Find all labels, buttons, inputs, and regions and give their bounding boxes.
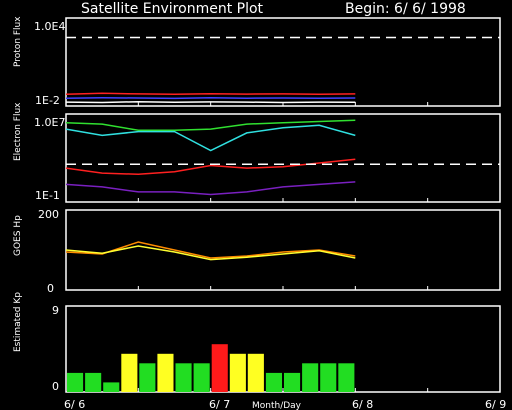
- kp-bar-1: [67, 372, 84, 392]
- x-tick-6-9: 6/ 9: [485, 398, 506, 410]
- goes-hp-frame: [65, 209, 501, 291]
- kp-ymax-label: 9: [52, 304, 59, 317]
- electron-series-3-line: [65, 158, 356, 176]
- x-tick-6-6: 6/ 6: [64, 398, 85, 410]
- goes-hp-ylabel: GOES Hp: [13, 215, 23, 256]
- proton-ymax-label: 1.0E4: [34, 20, 65, 33]
- kp-ylabel: Estimated Kp: [13, 292, 23, 352]
- kp-bar-16: [338, 363, 355, 392]
- goes-hp-ymin-label: 0: [47, 282, 54, 295]
- proton-ylabel: Proton Flux: [13, 16, 23, 67]
- kp-bar-13: [284, 372, 301, 392]
- kp-bar-8: [193, 363, 210, 392]
- electron-series-1-line: [65, 119, 356, 132]
- kp-bar-3: [103, 382, 120, 392]
- kp-bar-15: [320, 363, 337, 392]
- begin-date: Begin: 6/ 6/ 1998: [345, 1, 466, 17]
- kp-bar-4: [121, 353, 138, 392]
- page-title: Satellite Environment Plot: [81, 1, 264, 17]
- kp-bar-7: [175, 363, 192, 392]
- goes-hp-ymax-label: 200: [38, 208, 59, 221]
- x-tick-6-7: 6/ 7: [209, 398, 230, 410]
- goes-hp-series-1-line: [65, 241, 356, 259]
- kp-bar-5: [139, 363, 156, 392]
- electron-ymin-label: 1E-1: [35, 189, 60, 202]
- proton-ymin-label: 1E-2: [35, 94, 60, 107]
- kp-bar-12: [265, 372, 282, 392]
- electron-panel: Electron Flux 1.0E7 1E-1: [13, 102, 501, 203]
- x-tick-6-8: 6/ 8: [352, 398, 373, 410]
- plot-layer: [65, 36, 500, 392]
- proton-series-1-line: [65, 92, 356, 96]
- electron-ymax-label: 1.0E7: [34, 116, 65, 129]
- proton-series-3-line: [65, 100, 356, 104]
- x-axis-label: Month/Day: [252, 401, 302, 410]
- proton-frame: [65, 17, 501, 107]
- electron-ylabel: Electron Flux: [13, 102, 23, 161]
- goes-hp-series-2-line: [65, 245, 356, 261]
- kp-bar-9: [211, 344, 228, 392]
- electron-series-4-line: [65, 181, 356, 196]
- kp-bar-14: [302, 363, 319, 392]
- kp-bar-6: [157, 353, 174, 392]
- kp-bar-2: [85, 372, 102, 392]
- kp-ymin-label: 0: [52, 380, 59, 393]
- electron-series-2-line: [65, 124, 356, 152]
- kp-bar-10: [229, 353, 246, 392]
- kp-bar-11: [247, 353, 264, 392]
- proton-series-2-line: [65, 97, 356, 100]
